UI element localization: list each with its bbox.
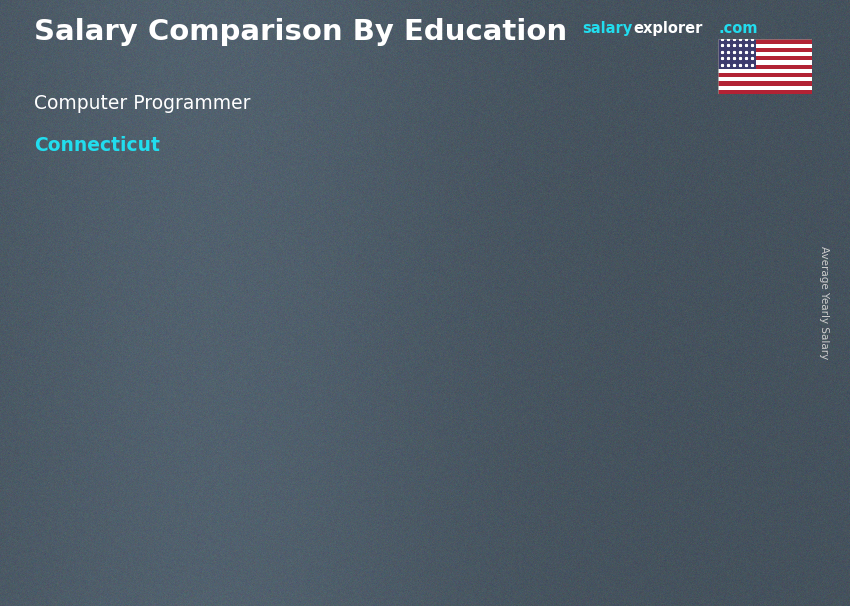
Text: Bachelor's
Degree: Bachelor's Degree xyxy=(328,550,414,582)
Text: 95,900 USD: 95,900 USD xyxy=(317,245,413,260)
Text: +32%: +32% xyxy=(218,205,294,230)
Text: explorer: explorer xyxy=(633,21,703,36)
Polygon shape xyxy=(326,274,434,385)
Bar xyxy=(718,81,812,85)
Bar xyxy=(718,73,812,77)
Bar xyxy=(718,85,812,90)
Polygon shape xyxy=(537,181,557,521)
Bar xyxy=(718,39,756,68)
Polygon shape xyxy=(557,181,664,334)
Text: .com: .com xyxy=(718,21,757,36)
Bar xyxy=(718,65,812,68)
Text: Master's
Degree: Master's Degree xyxy=(565,550,637,582)
Bar xyxy=(718,68,812,73)
Bar xyxy=(718,90,812,94)
Text: 132,000 USD: 132,000 USD xyxy=(541,152,649,167)
Bar xyxy=(718,77,812,81)
Bar xyxy=(718,39,812,44)
Polygon shape xyxy=(77,334,96,521)
Polygon shape xyxy=(308,274,326,521)
Text: Salary Comparison By Education: Salary Comparison By Education xyxy=(34,18,567,46)
Bar xyxy=(718,56,812,61)
Text: salary: salary xyxy=(582,21,632,36)
Bar xyxy=(718,61,812,65)
Text: Average Yearly Salary: Average Yearly Salary xyxy=(819,247,829,359)
Text: Certificate or
Diploma: Certificate or Diploma xyxy=(86,550,196,582)
Polygon shape xyxy=(537,181,664,521)
Bar xyxy=(718,52,812,56)
Polygon shape xyxy=(96,334,204,418)
Polygon shape xyxy=(537,174,664,181)
Polygon shape xyxy=(308,274,434,521)
Text: +37%: +37% xyxy=(448,113,524,136)
Polygon shape xyxy=(77,330,204,334)
Bar xyxy=(718,48,812,52)
Text: Connecticut: Connecticut xyxy=(34,136,160,155)
Polygon shape xyxy=(308,268,434,274)
Text: Computer Programmer: Computer Programmer xyxy=(34,94,251,113)
Text: 72,700 USD: 72,700 USD xyxy=(87,305,183,320)
Bar xyxy=(718,44,812,48)
Polygon shape xyxy=(77,334,204,521)
